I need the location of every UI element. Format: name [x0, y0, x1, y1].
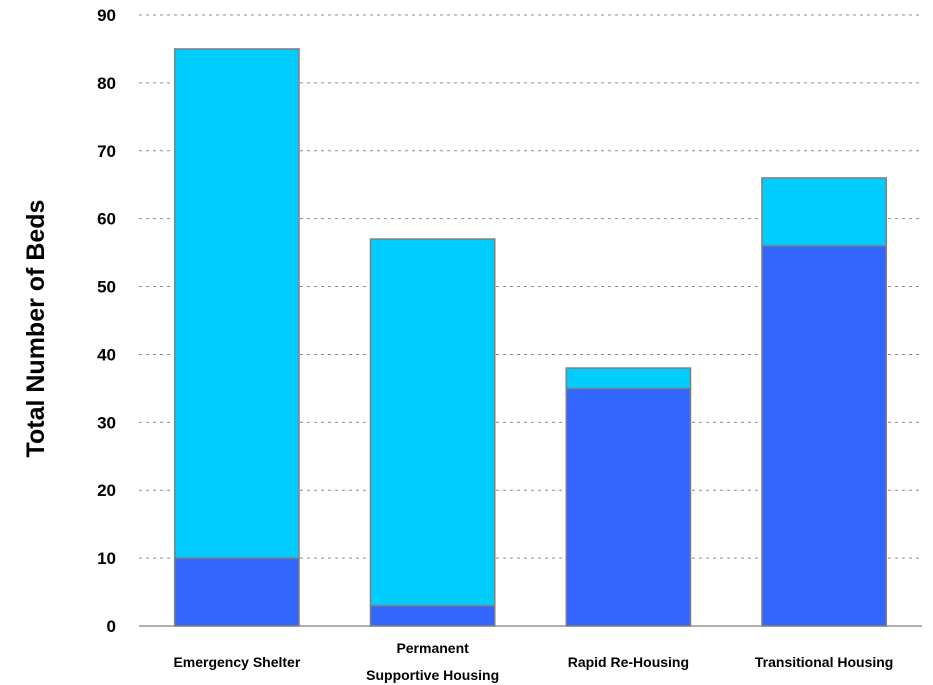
x-category-label: Supportive Housing: [366, 667, 499, 683]
bar-segment-series-2: [761, 177, 888, 247]
bar-segment-series-1: [565, 387, 692, 627]
y-tick-label: 50: [97, 278, 116, 297]
x-category-label: Rapid Re-Housing: [568, 654, 689, 670]
bar-segment-series-2: [565, 367, 692, 390]
y-tick-label: 0: [107, 617, 116, 636]
y-tick-label: 70: [97, 142, 116, 161]
y-tick-label: 40: [97, 345, 116, 364]
y-tick-label: 90: [97, 6, 116, 25]
y-axis-title: Total Number of Beds: [22, 200, 50, 458]
x-category-labels: Emergency Shelter Permanent Supportive Hou…: [173, 640, 893, 683]
y-tick-label: 80: [97, 74, 116, 93]
bar-segment-series-2: [173, 48, 300, 559]
bars: [173, 48, 888, 627]
y-tick-label: 20: [97, 481, 116, 500]
bar-segment-series-2: [369, 238, 496, 607]
x-category-label: Emergency Shelter: [173, 654, 300, 670]
bar-segment-series-1: [173, 557, 300, 627]
y-tick-label: 10: [97, 549, 116, 568]
y-tick-label: 30: [97, 413, 116, 432]
y-tick-label: 60: [97, 210, 116, 229]
bar-segment-series-1: [761, 245, 888, 627]
y-tick-labels: 0 10 20 30 40 50 60 70 80 90: [97, 6, 116, 636]
bar-segment-series-1: [369, 604, 496, 627]
x-category-label: Permanent: [396, 640, 469, 656]
x-category-label: Transitional Housing: [755, 654, 893, 670]
